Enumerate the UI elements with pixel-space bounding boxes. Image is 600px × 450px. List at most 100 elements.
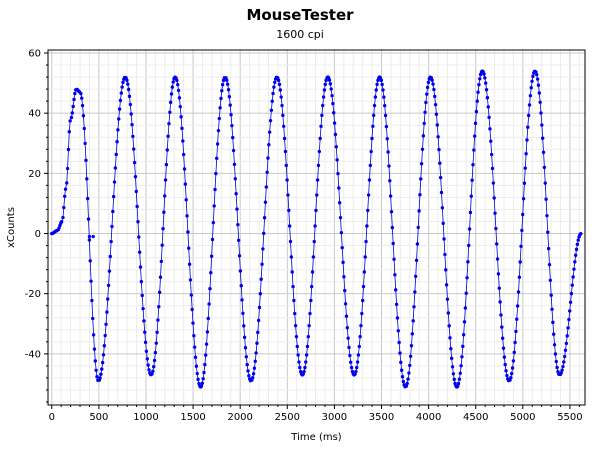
data-point	[449, 346, 453, 351]
data-point	[529, 86, 533, 90]
data-point	[492, 196, 496, 200]
data-point	[391, 241, 395, 246]
data-point	[388, 179, 392, 183]
data-point	[563, 348, 568, 353]
data-point	[395, 316, 400, 320]
data-point	[388, 194, 393, 198]
data-point	[514, 329, 518, 334]
data-point	[195, 371, 199, 376]
data-point	[423, 110, 427, 114]
data-point	[408, 354, 413, 358]
data-point	[444, 283, 449, 287]
data-point	[461, 332, 466, 337]
data-point	[201, 377, 205, 381]
data-point	[251, 372, 256, 376]
data-point	[107, 269, 112, 273]
data-point	[87, 234, 92, 239]
data-point	[443, 252, 447, 257]
data-point	[433, 94, 437, 99]
data-point	[449, 356, 454, 361]
data-point	[332, 111, 336, 115]
data-point	[447, 324, 451, 328]
data-point	[183, 182, 188, 186]
data-point	[562, 354, 567, 359]
data-point	[349, 365, 354, 370]
data-point	[144, 349, 149, 353]
data-point	[284, 163, 288, 168]
data-point	[462, 320, 467, 324]
data-point	[240, 298, 244, 302]
data-point	[509, 375, 513, 380]
data-point	[67, 130, 71, 134]
data-point	[407, 371, 411, 375]
data-point	[484, 81, 488, 85]
data-point	[332, 121, 337, 125]
data-point	[438, 175, 443, 180]
data-point	[95, 375, 99, 379]
data-point	[161, 227, 165, 231]
data-point	[225, 78, 229, 82]
data-point	[81, 114, 86, 118]
data-point	[495, 257, 500, 261]
data-point	[327, 78, 332, 82]
data-point	[536, 83, 541, 87]
data-point	[287, 224, 292, 228]
data-point	[568, 300, 573, 304]
data-point	[383, 113, 388, 118]
data-point	[521, 197, 526, 201]
data-point	[487, 115, 491, 120]
data-point	[121, 80, 125, 85]
data-point	[396, 329, 400, 333]
data-point	[400, 375, 405, 379]
data-point	[278, 88, 283, 92]
data-point	[516, 290, 521, 294]
data-point	[467, 227, 472, 231]
data-point	[409, 344, 414, 348]
data-point	[387, 164, 391, 168]
data-point	[361, 284, 366, 289]
data-point	[522, 181, 527, 185]
data-point	[125, 78, 129, 82]
data-point	[266, 156, 270, 160]
data-point	[414, 274, 418, 279]
data-point	[547, 262, 552, 267]
data-point	[84, 158, 88, 163]
data-point	[73, 91, 77, 96]
data-point	[339, 230, 344, 235]
data-point	[491, 181, 496, 185]
data-point	[313, 224, 317, 228]
data-point	[234, 192, 238, 196]
data-point	[574, 247, 579, 252]
x-tick-label: 500	[89, 412, 108, 423]
data-point	[342, 275, 346, 279]
chart-title: MouseTester	[246, 6, 354, 24]
data-point	[369, 149, 373, 154]
data-point	[243, 346, 248, 350]
data-point	[360, 298, 365, 303]
data-point	[432, 87, 436, 92]
data-point	[465, 276, 469, 280]
data-point	[451, 372, 456, 376]
data-point	[276, 78, 281, 83]
data-point	[85, 196, 90, 201]
data-point	[281, 113, 285, 118]
data-point	[213, 187, 217, 192]
data-point	[138, 265, 143, 269]
data-point	[137, 235, 141, 239]
data-point	[87, 238, 92, 242]
data-point	[448, 336, 452, 340]
data-point	[513, 340, 517, 345]
data-point	[231, 148, 236, 153]
data-point	[244, 355, 249, 359]
data-point	[343, 302, 348, 306]
data-point	[142, 319, 146, 323]
data-point	[473, 121, 478, 126]
data-point	[291, 284, 295, 289]
data-point	[385, 137, 389, 141]
data-point	[282, 136, 287, 141]
data-point	[164, 162, 169, 167]
data-point	[208, 287, 212, 291]
data-point	[551, 320, 555, 325]
data-point	[189, 293, 193, 297]
